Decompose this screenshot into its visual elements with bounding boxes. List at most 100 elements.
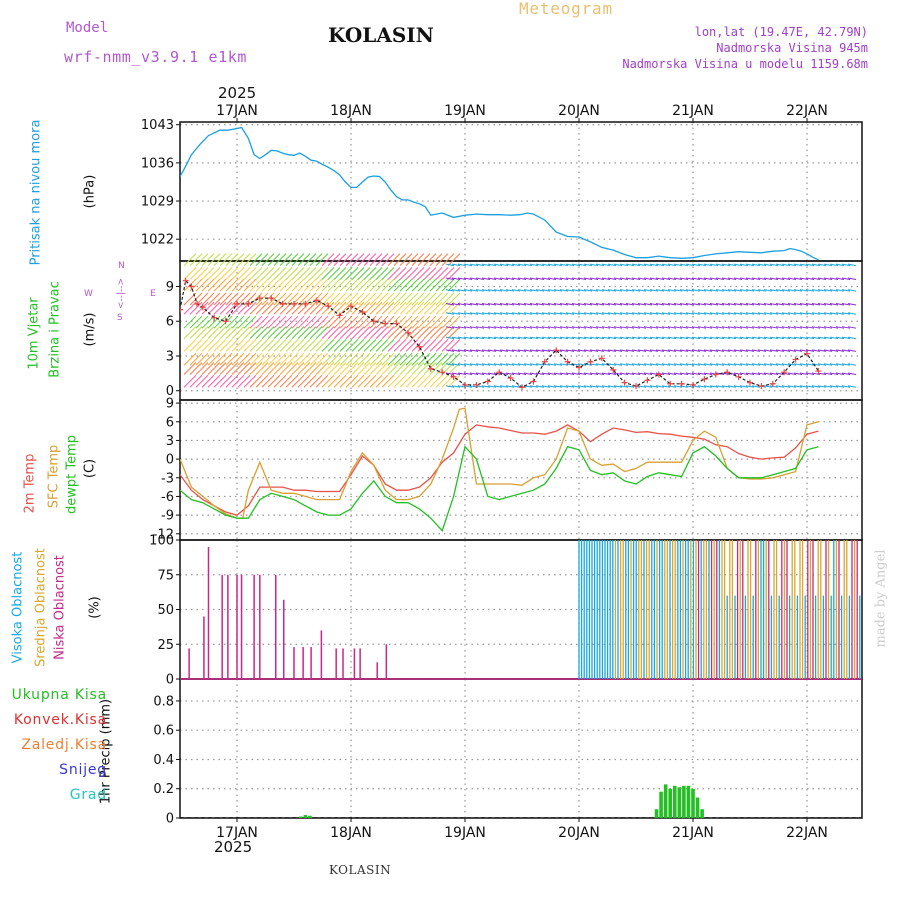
wind-barb: [207, 374, 221, 388]
precip-bar: [303, 815, 308, 818]
wind-barb: [315, 338, 329, 352]
wind-barb: [529, 289, 539, 292]
wind-barb: [201, 301, 215, 315]
wind-barb: [445, 326, 455, 329]
wind-barb: [219, 253, 233, 266]
precip-bar: [686, 785, 691, 818]
wind-barb: [643, 277, 653, 281]
wind-barb: [393, 326, 407, 339]
wind-barb: [487, 289, 497, 292]
wind-barb: [315, 278, 329, 292]
wind-barb: [333, 278, 347, 292]
wind-barb: [793, 385, 803, 388]
wind-barb: [847, 303, 857, 306]
ytick-label: 25: [157, 638, 174, 653]
wind-barb: [649, 289, 659, 292]
wind-speed-point: [393, 320, 400, 327]
wind-barb: [625, 289, 635, 292]
wind-barb: [463, 326, 473, 329]
wind-speed-point: [268, 295, 275, 302]
wind-barb: [841, 363, 851, 366]
wind-barb: [481, 303, 491, 306]
wind-barb: [775, 289, 785, 292]
wind-barb: [739, 326, 749, 329]
wind-barb: [637, 303, 647, 306]
wind-barb: [799, 312, 809, 315]
wind-barb: [261, 326, 275, 339]
wind-speed-point: [450, 373, 457, 380]
wind-barb: [535, 289, 545, 292]
wind-barb: [213, 352, 227, 366]
wind-speed-point: [576, 364, 582, 371]
wind-barb: [643, 349, 653, 352]
wind-barb: [297, 352, 311, 366]
wind-barb: [547, 363, 557, 366]
wind-barb: [267, 326, 281, 339]
wind-barb: [523, 363, 533, 366]
wind-barb: [333, 315, 347, 329]
wind-barb: [423, 267, 437, 280]
wind-barb: [817, 336, 827, 340]
wind-barb: [469, 312, 479, 315]
wind-barb: [655, 263, 665, 267]
wind-barb: [429, 326, 443, 339]
wind-barb: [643, 363, 653, 366]
wind-barb: [517, 349, 527, 352]
wind-barb: [733, 312, 743, 315]
wind-barb: [505, 363, 515, 366]
wind-barb: [417, 278, 431, 292]
wind-barb: [487, 263, 497, 267]
wind-barb: [691, 312, 701, 315]
wind-barb: [267, 362, 281, 375]
wind-barb: [691, 326, 701, 329]
wind-barb: [333, 326, 347, 339]
wind-barb: [423, 301, 437, 315]
panel-4: 0 0.2 0.4 0.6 0.8: [153, 678, 863, 827]
wind-barb: [547, 277, 557, 281]
wind-barb: [213, 362, 227, 375]
wind-barb: [447, 267, 461, 280]
wind-barb: [351, 374, 365, 388]
wind-barb: [685, 312, 695, 315]
wind-barb: [691, 336, 701, 340]
wind-barb: [619, 363, 629, 366]
wind-barb: [625, 363, 635, 366]
wind-barb: [649, 363, 659, 366]
wind-barb: [333, 338, 347, 352]
wind-barb: [769, 303, 779, 306]
wind-barb: [243, 253, 257, 266]
wind-barb: [619, 277, 629, 281]
wind-barb: [517, 263, 527, 267]
wind-barb: [583, 385, 593, 388]
wind-barb: [303, 352, 317, 366]
wind-barb: [655, 303, 665, 306]
wind-barb: [703, 263, 713, 267]
wind-barb: [529, 303, 539, 306]
wind-speed-point: [180, 306, 183, 313]
wind-barb: [559, 363, 569, 366]
precip-bar: [672, 785, 677, 818]
wind-barb: [351, 292, 365, 306]
wind-barb: [757, 263, 767, 267]
wind-barb: [601, 349, 611, 352]
wind-barb: [781, 263, 791, 267]
wind-barb: [703, 303, 713, 306]
wind-barb: [405, 326, 419, 339]
wind-barb: [697, 277, 707, 281]
wind-speed-point: [553, 347, 560, 354]
wind-barb: [745, 277, 755, 281]
wind-barb: [769, 263, 779, 267]
wind-barb: [661, 363, 671, 366]
wind-barb: [703, 372, 713, 376]
wind-barb: [475, 263, 485, 267]
wind-barb: [237, 362, 251, 375]
wind-barb: [709, 263, 719, 267]
wind-barb: [781, 385, 791, 388]
wind-barb: [345, 315, 359, 329]
wind-speed-point: [439, 369, 446, 376]
wind-barb: [369, 301, 383, 315]
wind-barb: [327, 374, 341, 388]
wind-barb: [393, 352, 407, 366]
wind-barb: [559, 372, 569, 376]
wind-barb: [463, 277, 473, 281]
